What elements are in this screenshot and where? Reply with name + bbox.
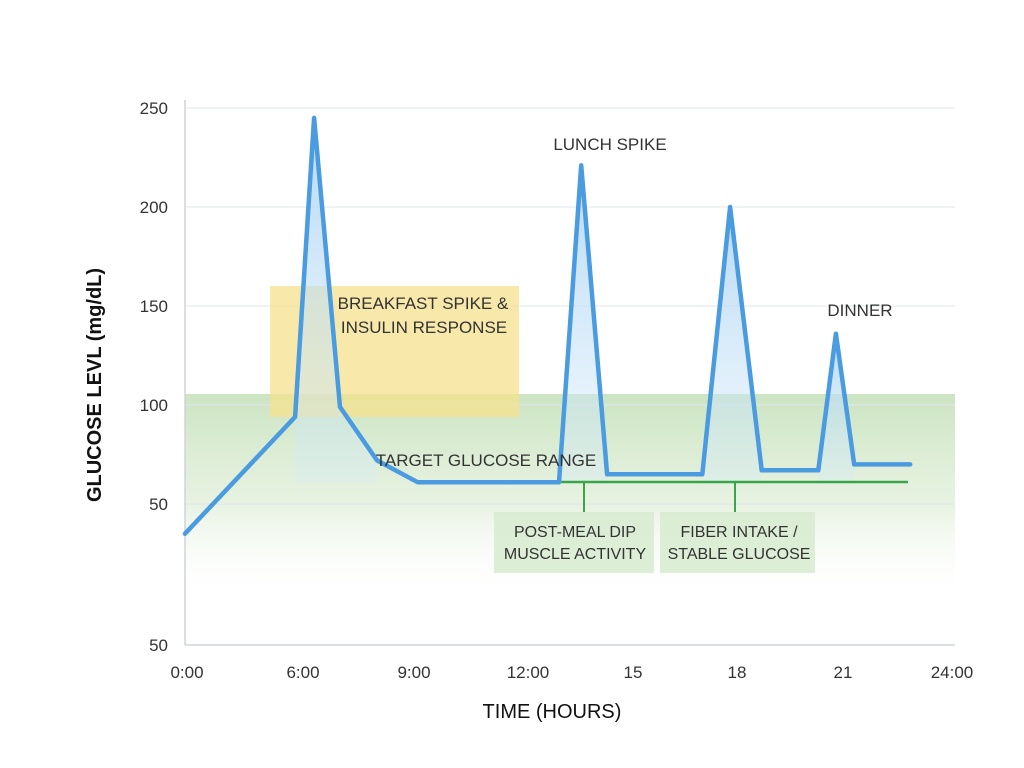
x-tick-label: 18: [728, 663, 747, 682]
post-meal-annotation-line-1: POST-MEAL DIP: [514, 524, 636, 541]
y-axis-title: GLUCOSE LEVL (mg/dL): [84, 268, 106, 502]
x-axis-title: TIME (HOURS): [483, 701, 622, 723]
spike-fill-1: [295, 117, 377, 483]
data-point-2: [293, 415, 297, 419]
lunch-spike-label: LUNCH SPIKE: [553, 135, 666, 154]
data-point-6: [416, 480, 420, 484]
y-tick-label: 100: [140, 396, 168, 415]
y-tick-label: 200: [140, 198, 168, 217]
fiber-annotation-line-2: STABLE GLUCOSE: [668, 546, 811, 563]
y-tick-label: 50: [149, 636, 168, 655]
data-point-11: [728, 205, 732, 209]
x-tick-label: 15: [624, 663, 643, 682]
data-point-12: [760, 468, 764, 472]
spike-fill-4: [818, 333, 855, 483]
data-point-15: [852, 462, 856, 466]
fiber-annotation-box: [660, 512, 815, 573]
data-point-7: [557, 480, 561, 484]
dinner-label: DINNER: [827, 301, 892, 320]
post-meal-annotation-box: [494, 512, 654, 573]
spike-fill-3: [702, 207, 762, 483]
fiber-annotation-line-1: FIBER INTAKE /: [680, 524, 798, 541]
glucose-series-line: [182, 115, 913, 536]
spike-fills: [295, 117, 855, 483]
data-point-8: [579, 163, 583, 167]
x-tick-label: 6:00: [286, 663, 319, 682]
y-tick-label: 150: [140, 297, 168, 316]
breakfast-annotation-line-2: INSULIN RESPONSE: [341, 318, 507, 337]
data-point-14: [834, 332, 838, 336]
data-point-9: [605, 472, 609, 476]
x-tick-label: 12:00: [507, 663, 550, 682]
data-point-13: [816, 468, 820, 472]
data-point-4: [338, 405, 342, 409]
x-tick-label: 21: [834, 663, 853, 682]
data-point-10: [700, 472, 704, 476]
x-tick-label: 24:00: [931, 663, 974, 682]
y-tick-label: 50: [149, 495, 168, 514]
spike-fill-2: [559, 165, 608, 483]
data-point-1: [183, 532, 187, 536]
y-tick-label: 250: [140, 99, 168, 118]
data-point-3: [312, 116, 316, 120]
x-tick-label: 9:00: [397, 663, 430, 682]
data-point-16: [908, 462, 912, 466]
breakfast-annotation-line-1: BREAKFAST SPIKE &: [338, 294, 509, 313]
series-group: [182, 115, 913, 536]
x-tick-label: 0:00: [170, 663, 203, 682]
target-range-label: TARGET GLUCOSE RANGE: [376, 451, 596, 470]
post-meal-annotation-line-2: MUSCLE ACTIVITY: [504, 546, 647, 563]
